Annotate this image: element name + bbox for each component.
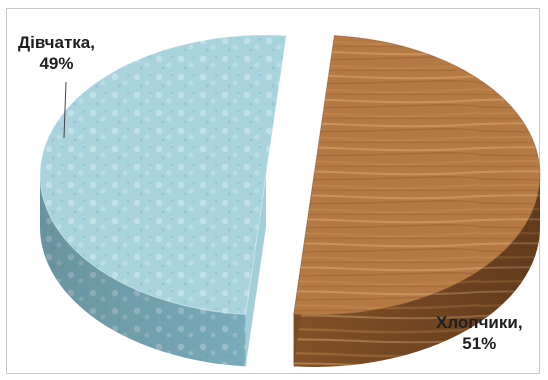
label-girls-name: Дівчатка, <box>18 32 95 53</box>
label-boys-percent: 51% <box>436 333 523 354</box>
label-girls-percent: 49% <box>18 53 95 74</box>
label-boys-name: Хлопчики, <box>436 312 523 333</box>
label-boys: Хлопчики, 51% <box>436 312 523 354</box>
pie-slice-girls <box>40 35 286 366</box>
label-girls: Дівчатка, 49% <box>18 32 95 74</box>
